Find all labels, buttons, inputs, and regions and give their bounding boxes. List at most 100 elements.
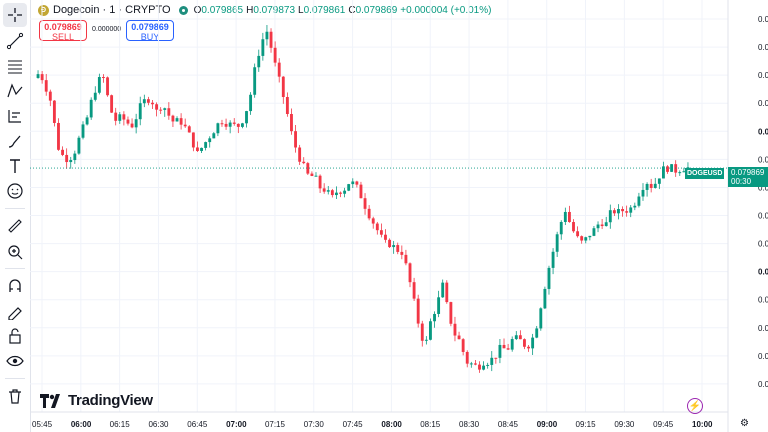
time-tick-label: 06:15 (110, 420, 131, 429)
price-chart[interactable]: 0.080400 0.080300 0.080200 0.080100 0.080000… (30, 0, 768, 432)
open-value: 0.079865 (201, 4, 244, 16)
candle-body (175, 118, 179, 122)
candle-body (290, 114, 293, 132)
text-icon[interactable] (3, 154, 27, 178)
time-tick-label: 09:45 (653, 420, 674, 429)
crosshair-icon[interactable] (3, 3, 27, 27)
candle-body (114, 112, 118, 121)
candle-body (453, 323, 457, 336)
lock-icon[interactable] (3, 324, 27, 348)
candle-body (592, 228, 596, 236)
candle-body (625, 211, 629, 213)
candle-body (637, 196, 641, 206)
price-tick-label: 0.080000 (758, 127, 768, 136)
candle-body (126, 119, 130, 124)
candle-body (412, 282, 416, 299)
candle-body (388, 239, 391, 248)
gear-icon[interactable]: ⚙ (740, 418, 749, 429)
candle-body (392, 245, 396, 248)
candle-body (118, 114, 122, 121)
candle-body (580, 236, 584, 241)
candle-body (494, 357, 498, 359)
emoji-icon[interactable] (3, 179, 27, 203)
candle-body (457, 335, 461, 340)
candle-body (134, 119, 138, 128)
price-tick-label: 0.080400 (758, 15, 768, 24)
candle-body (36, 74, 40, 78)
candle-body (535, 328, 539, 338)
candle-body (347, 184, 351, 191)
time-axis: 05:45 06:00 06:15 06:30 06:45 07:00 07:15 07:30… (30, 411, 728, 429)
candle-body (85, 117, 89, 125)
candle-body (682, 171, 686, 173)
candle-body (514, 335, 518, 340)
magnet-icon[interactable] (3, 274, 27, 298)
price-tick-label: 0.079700 (758, 212, 768, 221)
candle-body (48, 91, 52, 101)
trash-icon[interactable] (3, 384, 27, 408)
candle-body (400, 251, 404, 255)
candle-body (678, 172, 682, 174)
sell-label: SELL (51, 32, 75, 42)
drawing-toolbar (0, 0, 31, 432)
sell-button[interactable]: 0.079869 SELL (39, 20, 87, 42)
candle-body (220, 123, 224, 125)
candle-body (171, 115, 175, 122)
last-price-tag: 0.079869 00:30 (728, 167, 768, 187)
candle-body (335, 192, 338, 196)
candle-body (621, 209, 624, 212)
time-tick-label: 07:15 (265, 420, 286, 429)
candle-body (343, 190, 347, 194)
candle-body (302, 161, 306, 164)
fib-icon[interactable] (3, 54, 27, 78)
candle-body (429, 321, 432, 340)
buy-button[interactable]: 0.079869 BUY (126, 20, 174, 42)
candle-body (649, 183, 653, 188)
candle-body (506, 348, 510, 350)
time-tick-label: 08:00 (381, 420, 402, 429)
candle-body (240, 123, 244, 127)
symbol-title[interactable]: Dogecoin · 1 · CRYPTO (53, 4, 171, 16)
candle-body (130, 123, 134, 128)
candle-body (478, 364, 481, 370)
zoom-icon[interactable] (3, 240, 27, 264)
brush-icon[interactable] (3, 129, 27, 153)
ruler-icon[interactable] (3, 214, 27, 238)
alert-icon[interactable]: ⚡ (687, 398, 703, 414)
candle-body (563, 211, 567, 222)
candle-body (249, 94, 253, 112)
measure-icon[interactable] (3, 104, 27, 128)
candle-body (314, 175, 318, 177)
candle-body (433, 313, 436, 322)
countdown-value: 00:30 (731, 177, 752, 186)
candle-body (89, 99, 93, 118)
candle-body (269, 31, 273, 48)
candle-body (531, 337, 535, 349)
candle-body (498, 344, 502, 358)
candle-body (73, 153, 77, 161)
candle-body (645, 183, 649, 190)
price-tick-label: 0.080100 (758, 99, 768, 108)
eye-icon[interactable] (3, 349, 27, 373)
candle-body (539, 308, 543, 329)
time-tick-label: 10:00 (692, 420, 713, 429)
price-tick-label: 0.080200 (758, 71, 768, 80)
candle-body (265, 31, 269, 40)
tradingview-logo[interactable]: TradingView (40, 392, 153, 409)
price-tick-label: 0.079400 (758, 296, 768, 305)
time-tick-label: 07:30 (304, 420, 325, 429)
candle-body (633, 205, 637, 208)
trend-line-icon[interactable] (3, 29, 27, 53)
pattern-icon[interactable] (3, 79, 27, 103)
lock-draw-icon[interactable] (3, 299, 27, 323)
candle-body (469, 363, 473, 365)
candle-body (367, 208, 371, 219)
high-value: 0.079873 (253, 4, 296, 16)
candle-body (142, 99, 146, 104)
candle-body (355, 181, 359, 185)
candle-body (445, 282, 449, 303)
candle-body (408, 263, 412, 283)
candle-body (318, 175, 322, 189)
candle-body (449, 302, 453, 324)
candle-body (277, 62, 281, 77)
